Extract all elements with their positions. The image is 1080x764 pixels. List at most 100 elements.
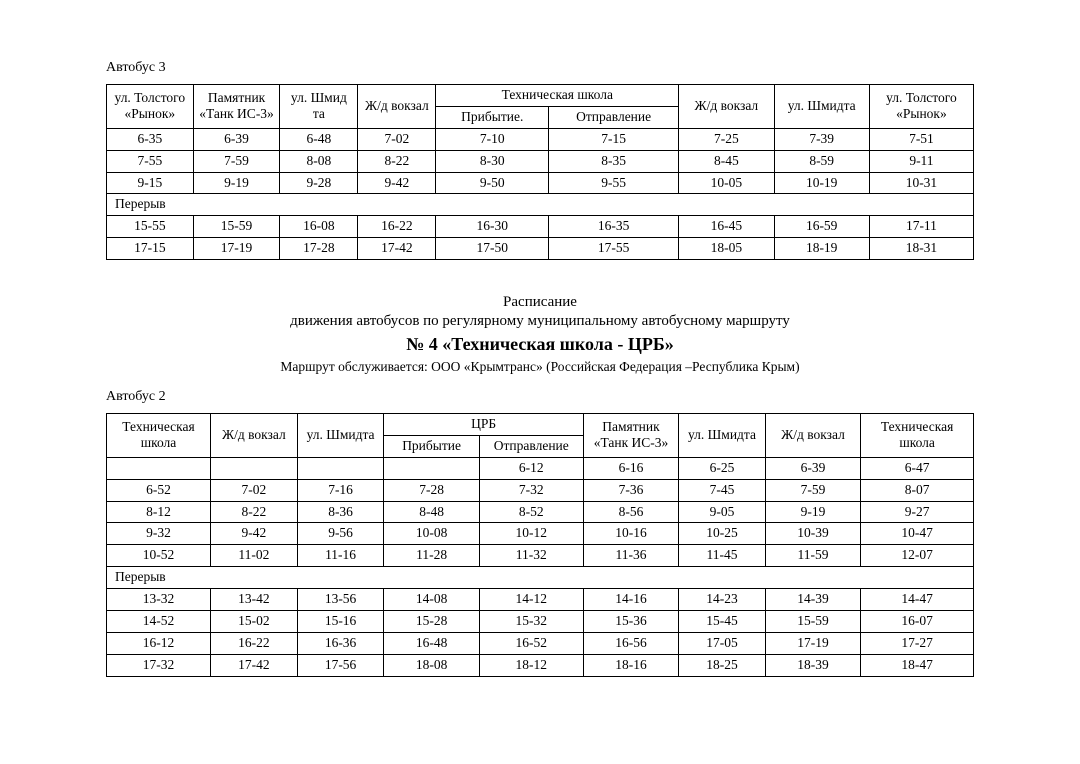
table-cell: 11-45 xyxy=(679,545,766,567)
heading-line4: Маршрут обслуживается: ООО «Крымтранс» (… xyxy=(100,359,980,375)
table-cell: 7-25 xyxy=(679,128,774,150)
table-cell: 8-08 xyxy=(280,150,358,172)
table-cell: 14-52 xyxy=(107,610,211,632)
table-cell: 16-12 xyxy=(107,632,211,654)
break-row: Перерыв xyxy=(107,567,974,589)
table-row: 9-329-429-5610-0810-1210-1610-2510-3910-… xyxy=(107,523,974,545)
table-cell: 6-35 xyxy=(107,128,194,150)
col-header: Ж/д вокзал xyxy=(679,85,774,129)
table-cell: 10-25 xyxy=(679,523,766,545)
table-cell: 7-51 xyxy=(869,128,973,150)
table-row: 10-5211-0211-1611-2811-3211-3611-4511-59… xyxy=(107,545,974,567)
table-cell: 9-55 xyxy=(549,172,679,194)
table-cell: 16-48 xyxy=(384,632,479,654)
break-cell: Перерыв xyxy=(107,194,974,216)
table-row: 15-5515-5916-0816-2216-3016-3516-4516-59… xyxy=(107,216,974,238)
col-header-group: ЦРБ xyxy=(384,414,583,436)
col-header: ул. Шмидта xyxy=(774,85,869,129)
table-cell: 13-56 xyxy=(297,589,384,611)
table-cell: 6-39 xyxy=(193,128,280,150)
table-cell: 9-56 xyxy=(297,523,384,545)
table-row: 6-126-166-256-396-47 xyxy=(107,457,974,479)
col-header: Памятник «Танк ИС-3» xyxy=(583,414,678,458)
col-subheader: Прибытие xyxy=(384,435,479,457)
table-cell: 7-16 xyxy=(297,479,384,501)
table-cell: 10-12 xyxy=(479,523,583,545)
table-cell: 17-27 xyxy=(861,632,974,654)
table-cell: 6-39 xyxy=(765,457,860,479)
table-cell: 7-59 xyxy=(193,150,280,172)
col-header-group: Техническая школа xyxy=(436,85,679,107)
table-cell: 18-25 xyxy=(679,654,766,676)
table-cell: 18-19 xyxy=(774,238,869,260)
table-cell: 8-12 xyxy=(107,501,211,523)
col-header: ул. Шмидта xyxy=(679,414,766,458)
table-cell: 7-02 xyxy=(358,128,436,150)
table-cell: 16-08 xyxy=(280,216,358,238)
table-cell: 11-36 xyxy=(583,545,678,567)
col-header: Техническая школа xyxy=(107,414,211,458)
table-cell: 11-28 xyxy=(384,545,479,567)
table-cell: 9-19 xyxy=(765,501,860,523)
table-cell: 14-08 xyxy=(384,589,479,611)
table-cell: 9-05 xyxy=(679,501,766,523)
table-cell: 8-07 xyxy=(861,479,974,501)
table-cell: 16-45 xyxy=(679,216,774,238)
table-cell: 9-42 xyxy=(211,523,298,545)
table-cell: 16-22 xyxy=(358,216,436,238)
bus2-label: Автобус 2 xyxy=(106,389,980,405)
col-header: Ж/д вокзал xyxy=(211,414,298,458)
col-header: Техническая школа xyxy=(861,414,974,458)
table-cell: 17-19 xyxy=(765,632,860,654)
table-cell: 9-15 xyxy=(107,172,194,194)
table-cell: 14-39 xyxy=(765,589,860,611)
col-subheader: Отправление xyxy=(549,106,679,128)
table-cell: 17-55 xyxy=(549,238,679,260)
table-cell: 18-05 xyxy=(679,238,774,260)
table-cell: 6-48 xyxy=(280,128,358,150)
table-cell: 6-52 xyxy=(107,479,211,501)
table-cell: 9-42 xyxy=(358,172,436,194)
table-cell: 8-22 xyxy=(211,501,298,523)
table-cell: 16-30 xyxy=(436,216,549,238)
table-row: 9-159-199-289-429-509-5510-0510-1910-31 xyxy=(107,172,974,194)
table-cell: 7-10 xyxy=(436,128,549,150)
table-cell: 14-16 xyxy=(583,589,678,611)
schedule-heading: Расписание движения автобусов по регуляр… xyxy=(100,294,980,375)
table-cell: 7-15 xyxy=(549,128,679,150)
col-header: ул. Толстого «Рынок» xyxy=(869,85,973,129)
col-header: ул. Шмидта xyxy=(297,414,384,458)
table-cell: 7-36 xyxy=(583,479,678,501)
table-cell: 11-16 xyxy=(297,545,384,567)
table-cell: 16-36 xyxy=(297,632,384,654)
table-cell: 6-47 xyxy=(861,457,974,479)
bus2-table: Техническая школа Ж/д вокзал ул. Шмидта … xyxy=(106,413,974,677)
table-cell: 9-19 xyxy=(193,172,280,194)
col-header: Памятник «Танк ИС-3» xyxy=(193,85,280,129)
heading-line2: движения автобусов по регулярному муници… xyxy=(100,313,980,330)
table-row: 8-128-228-368-488-528-569-059-199-27 xyxy=(107,501,974,523)
table-cell: 15-16 xyxy=(297,610,384,632)
heading-line3: № 4 «Техническая школа - ЦРБ» xyxy=(100,334,980,355)
table-cell: 14-47 xyxy=(861,589,974,611)
table-cell xyxy=(384,457,479,479)
table-cell: 17-50 xyxy=(436,238,549,260)
table-cell: 15-59 xyxy=(765,610,860,632)
table-cell: 12-07 xyxy=(861,545,974,567)
table-cell: 17-05 xyxy=(679,632,766,654)
table-cell: 15-02 xyxy=(211,610,298,632)
table-cell: 6-16 xyxy=(583,457,678,479)
table-cell: 17-15 xyxy=(107,238,194,260)
table-row: 7-557-598-088-228-308-358-458-599-11 xyxy=(107,150,974,172)
table-cell: 15-55 xyxy=(107,216,194,238)
table-row: 6-527-027-167-287-327-367-457-598-07 xyxy=(107,479,974,501)
table-cell: 11-02 xyxy=(211,545,298,567)
table-cell: 8-52 xyxy=(479,501,583,523)
table-cell xyxy=(297,457,384,479)
table-cell: 18-12 xyxy=(479,654,583,676)
heading-line1: Расписание xyxy=(100,294,980,311)
table-cell: 15-32 xyxy=(479,610,583,632)
table-cell: 9-50 xyxy=(436,172,549,194)
table-cell: 15-59 xyxy=(193,216,280,238)
table-cell: 18-47 xyxy=(861,654,974,676)
